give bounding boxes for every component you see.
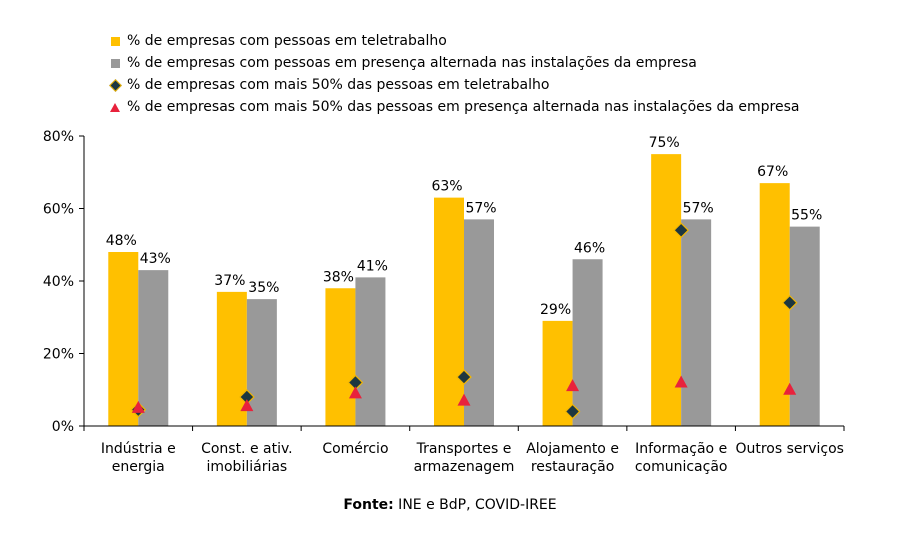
y-tick-label: 0% xyxy=(52,419,74,435)
x-tick-label: Const. e ativ. xyxy=(201,441,293,457)
data-label: 38% xyxy=(323,269,354,285)
x-tick-label: armazenagem xyxy=(414,459,515,475)
x-tick-label: Informação e xyxy=(635,441,727,457)
data-label: 57% xyxy=(465,200,496,216)
bar xyxy=(216,291,247,426)
data-label: 57% xyxy=(683,200,714,216)
y-tick-label: 20% xyxy=(43,347,74,363)
data-label: 35% xyxy=(248,280,279,296)
source-text: INE e BdP, COVID-IREE xyxy=(393,497,557,513)
triangle-marker xyxy=(566,379,580,392)
triangle-marker xyxy=(240,399,254,412)
legend: % de empresas com pessoas em teletrabalh… xyxy=(108,30,799,118)
legend-label: % de empresas com mais 50% das pessoas e… xyxy=(127,99,800,115)
bar xyxy=(108,252,139,426)
triangle-marker xyxy=(674,375,688,388)
x-tick-label: imobiliárias xyxy=(206,459,287,475)
x-tick-label: restauração xyxy=(531,459,614,475)
legend-label: % de empresas com mais 50% das pessoas e… xyxy=(127,77,550,93)
bar xyxy=(246,299,277,426)
triangle-marker xyxy=(457,393,471,406)
legend-item-teletrabalho: % de empresas com pessoas em teletrabalh… xyxy=(108,30,799,52)
data-label: 41% xyxy=(357,258,388,274)
bar xyxy=(138,270,169,426)
diamond-marker xyxy=(781,294,798,311)
bar xyxy=(681,219,712,426)
legend-swatch-yellow xyxy=(110,36,120,46)
x-tick-label: energia xyxy=(112,459,165,475)
data-label: 67% xyxy=(757,164,788,180)
diamond-marker xyxy=(564,403,581,420)
triangle-marker xyxy=(348,386,362,399)
x-tick-label: comunicação xyxy=(635,459,728,475)
bar xyxy=(464,219,494,426)
diamond-marker xyxy=(673,222,689,239)
legend-label: % de empresas com pessoas em teletrabalh… xyxy=(127,33,447,49)
legend-item-mais50-presenca: % de empresas com mais 50% das pessoas e… xyxy=(108,96,799,118)
legend-swatch-gray xyxy=(110,58,120,68)
x-tick-label: Indústria e xyxy=(101,441,176,457)
x-tick-label: Transportes e xyxy=(416,441,512,457)
bar xyxy=(542,320,573,426)
legend-item-mais50-teletrabalho: % de empresas com mais 50% das pessoas e… xyxy=(108,74,799,96)
bar xyxy=(789,226,820,426)
data-label: 43% xyxy=(140,251,171,267)
data-label: 46% xyxy=(574,240,605,256)
y-tick-label: 40% xyxy=(43,274,74,290)
bar xyxy=(651,154,682,426)
legend-triangle-marker xyxy=(110,102,120,112)
bar xyxy=(325,288,356,426)
bar xyxy=(355,277,386,426)
data-label: 48% xyxy=(106,233,137,249)
data-label: 29% xyxy=(540,302,571,318)
legend-label: % de empresas com pessoas em presença al… xyxy=(127,55,697,71)
bar xyxy=(572,259,603,426)
data-label: 55% xyxy=(791,208,822,224)
source-label: Fonte: xyxy=(343,497,394,513)
y-tick-label: 60% xyxy=(43,202,74,218)
data-label: 75% xyxy=(649,135,680,151)
data-label: 63% xyxy=(431,179,462,195)
x-tick-label: Outros serviços xyxy=(735,441,844,457)
bar xyxy=(434,197,464,426)
triangle-marker xyxy=(131,400,145,413)
y-tick-label: 80% xyxy=(43,129,74,145)
diamond-marker xyxy=(456,369,472,385)
x-tick-label: Comércio xyxy=(322,441,388,457)
data-label: 37% xyxy=(214,273,245,289)
x-tick-label: Alojamento e xyxy=(526,441,619,457)
triangle-marker xyxy=(783,382,797,395)
legend-item-presenca-alternada: % de empresas com pessoas em presença al… xyxy=(108,52,799,74)
source-note: Fonte: INE e BdP, COVID-IREE xyxy=(0,497,900,513)
